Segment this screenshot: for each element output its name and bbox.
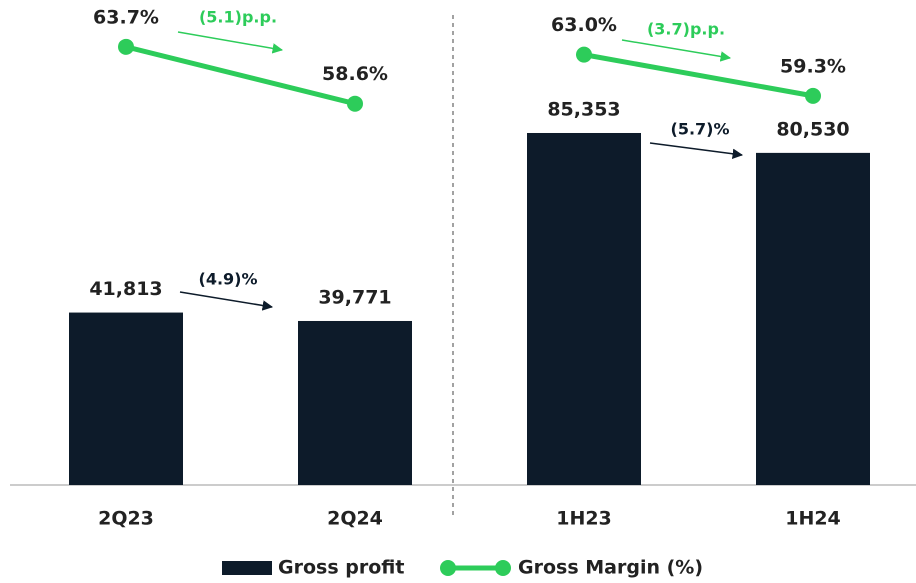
legend-label: Gross profit xyxy=(278,557,404,579)
legend-swatch xyxy=(222,561,272,575)
margin-change-arrow xyxy=(621,39,732,62)
change-arrow xyxy=(649,142,744,159)
legend-swatch xyxy=(440,560,456,576)
x-tick-label: 2Q23 xyxy=(98,508,154,530)
margin-point xyxy=(805,87,821,104)
data-label: 63.0% xyxy=(551,14,617,36)
data-label: 80,530 xyxy=(776,118,849,140)
margin-change-annotation: (5.1)p.p. xyxy=(199,8,277,27)
margin-change-arrow xyxy=(177,31,284,54)
data-label: 63.7% xyxy=(93,6,159,28)
margin-point xyxy=(576,46,592,63)
bar xyxy=(69,312,183,485)
margin-line xyxy=(125,44,356,107)
x-tick-label: 1H24 xyxy=(785,508,841,530)
bar xyxy=(527,132,641,485)
margin-change-annotation: (3.7)p.p. xyxy=(647,20,725,39)
margin-point xyxy=(118,38,134,55)
data-label: 41,813 xyxy=(89,278,162,300)
data-label: 85,353 xyxy=(547,98,620,120)
change-annotation: (4.9)% xyxy=(199,270,258,289)
bar xyxy=(298,320,412,485)
data-label: 58.6% xyxy=(322,63,388,85)
x-tick-label: 1H23 xyxy=(556,508,612,530)
data-label: 59.3% xyxy=(780,55,846,77)
change-arrow xyxy=(179,291,274,311)
x-tick-label: 2Q24 xyxy=(327,508,383,530)
bar xyxy=(756,152,870,485)
data-label: 39,771 xyxy=(318,286,391,308)
margin-line xyxy=(583,52,814,99)
legend-swatch xyxy=(495,560,511,576)
change-annotation: (5.7)% xyxy=(671,120,730,139)
margin-point xyxy=(347,95,363,112)
legend-label: Gross Margin (%) xyxy=(518,557,703,579)
